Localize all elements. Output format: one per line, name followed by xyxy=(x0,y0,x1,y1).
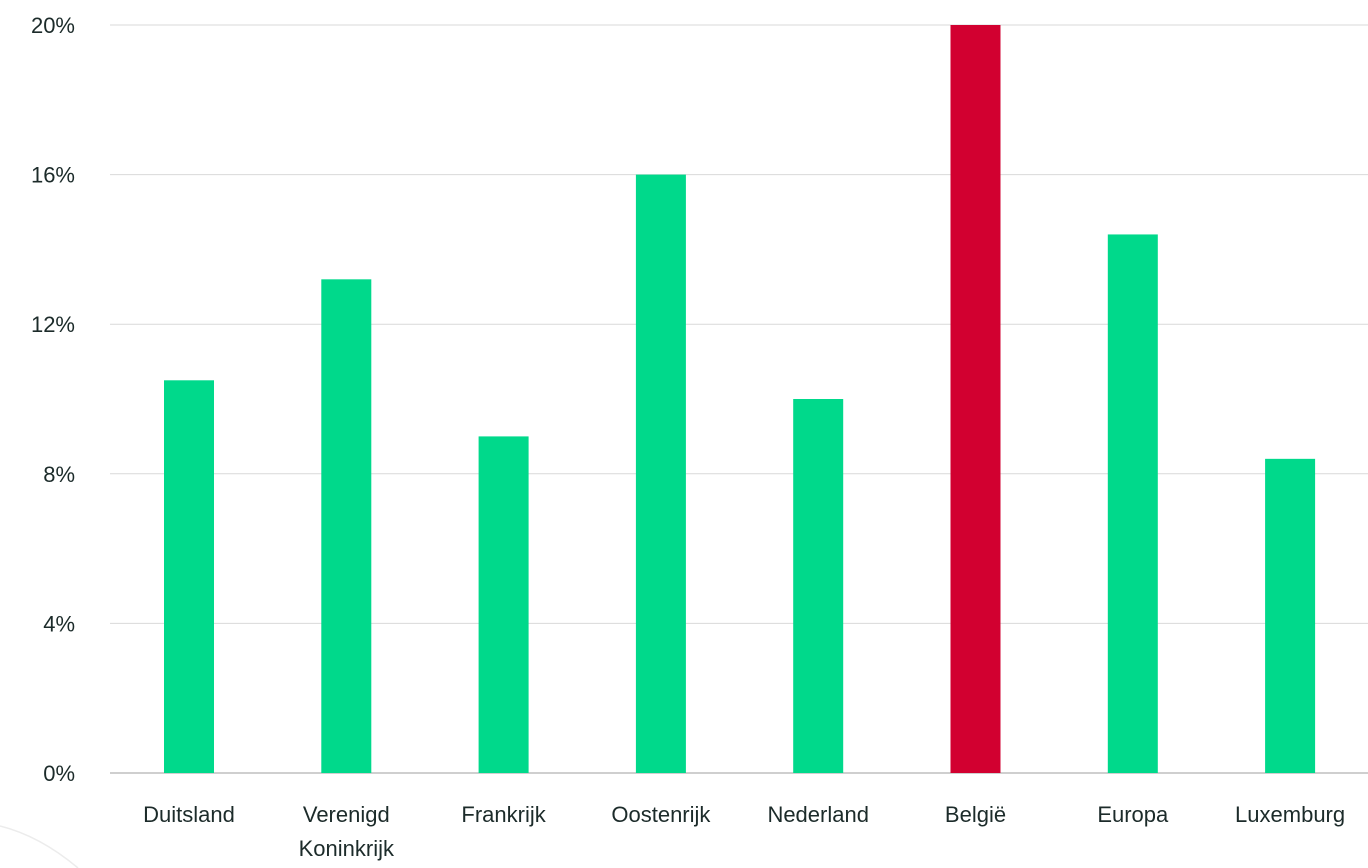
x-tick-label: Duitsland xyxy=(143,802,235,827)
y-tick-label: 4% xyxy=(43,611,75,636)
bar xyxy=(321,279,372,773)
x-tick-label: België xyxy=(945,802,1006,827)
y-tick-label: 20% xyxy=(31,13,75,38)
bar xyxy=(1107,234,1158,773)
y-tick-label: 16% xyxy=(31,163,75,188)
x-axis-labels: Duitsland Verenigd Koninkrijk Frankrijk Oost… xyxy=(143,802,1345,861)
x-tick-label: Frankrijk xyxy=(461,802,546,827)
y-tick-label: 8% xyxy=(43,462,75,487)
y-tick-label: 12% xyxy=(31,312,75,337)
bar xyxy=(1265,458,1316,773)
x-tick-label: Verenigd Koninkrijk xyxy=(299,802,395,861)
x-tick-label: Oostenrijk xyxy=(611,802,711,827)
bars xyxy=(164,25,1316,774)
bar xyxy=(164,380,214,773)
bar xyxy=(793,399,844,773)
bar xyxy=(635,174,686,774)
bar xyxy=(478,436,529,773)
gridlines xyxy=(110,24,1368,774)
x-tick-label: Europa xyxy=(1097,802,1169,827)
y-axis-ticks: 0% 4% 8% 12% 16% 20% xyxy=(31,13,75,786)
x-tick-label: Nederland xyxy=(767,802,869,827)
corner-decoration xyxy=(0,825,79,868)
bar xyxy=(950,25,1001,773)
y-tick-label: 0% xyxy=(43,761,75,786)
x-tick-label: Luxemburg xyxy=(1235,802,1345,827)
